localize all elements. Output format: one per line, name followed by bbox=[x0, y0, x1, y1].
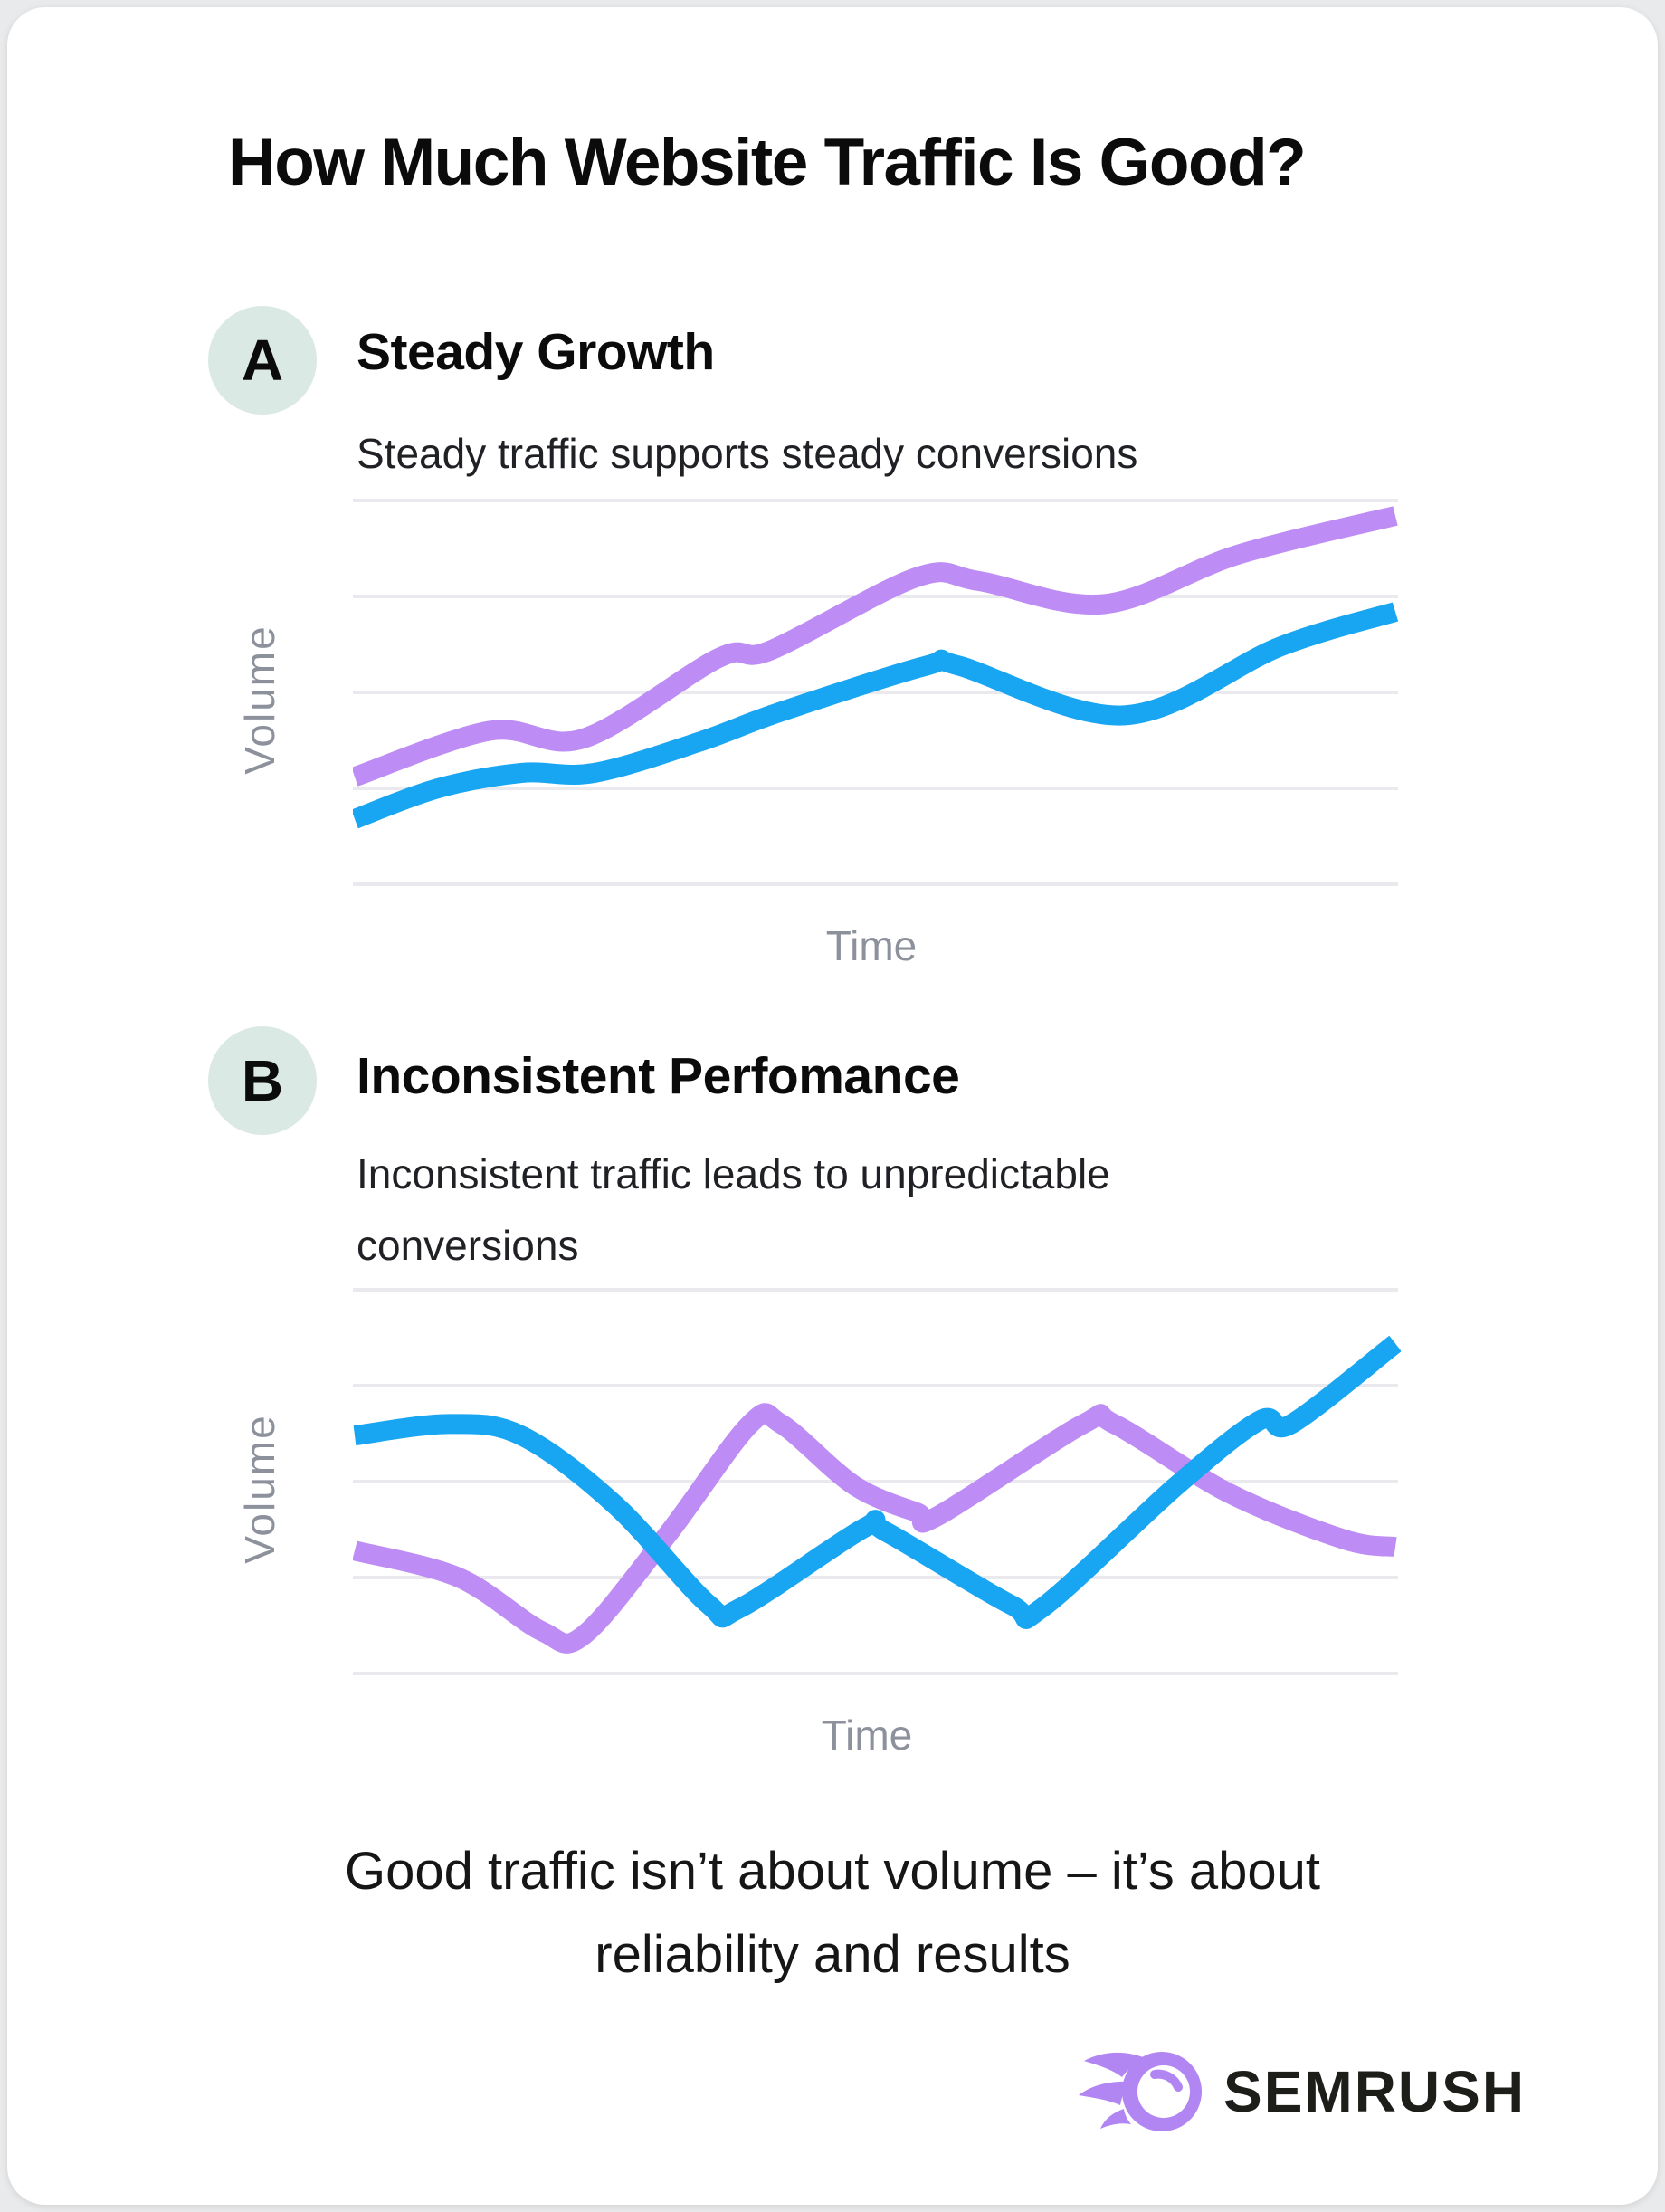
semrush-wordmark: SEMRUSH bbox=[1223, 2059, 1527, 2124]
chart-b-line-chart bbox=[353, 1288, 1401, 1675]
blue-line bbox=[353, 602, 1399, 829]
takeaway-line-1: Good traffic isn’t about volume – it’s a… bbox=[345, 1842, 1320, 1901]
chart-a-ylabel: Volume bbox=[236, 625, 283, 775]
purple-line bbox=[353, 1403, 1397, 1654]
takeaway-text: Good traffic isn’t about volume – it’s a… bbox=[0, 1830, 1665, 1996]
section-b-heading: Inconsistent Perfomance bbox=[357, 1047, 960, 1105]
blue-line bbox=[353, 1335, 1401, 1629]
chart-b-xlabel: Time bbox=[821, 1711, 913, 1759]
semrush-comet-icon bbox=[1079, 2052, 1202, 2131]
section-a-badge: A bbox=[208, 306, 317, 415]
chart-a-line-chart bbox=[353, 499, 1399, 886]
section-a-heading: Steady Growth bbox=[357, 323, 715, 381]
section-b-subtitle: Inconsistent traffic leads to unpredicta… bbox=[357, 1150, 1110, 1270]
section-a-subtitle: Steady traffic supports steady conversio… bbox=[357, 430, 1138, 477]
chart-b-ylabel: Volume bbox=[236, 1414, 283, 1564]
section-b-badge: B bbox=[208, 1026, 317, 1135]
chart-a-xlabel: Time bbox=[825, 922, 918, 969]
purple-line bbox=[353, 506, 1398, 787]
takeaway-line-2: reliability and results bbox=[595, 1924, 1070, 1984]
page-title: How Much Website Traffic Is Good? bbox=[228, 126, 1307, 199]
semrush-logo: SEMRUSH bbox=[1077, 2047, 1526, 2136]
